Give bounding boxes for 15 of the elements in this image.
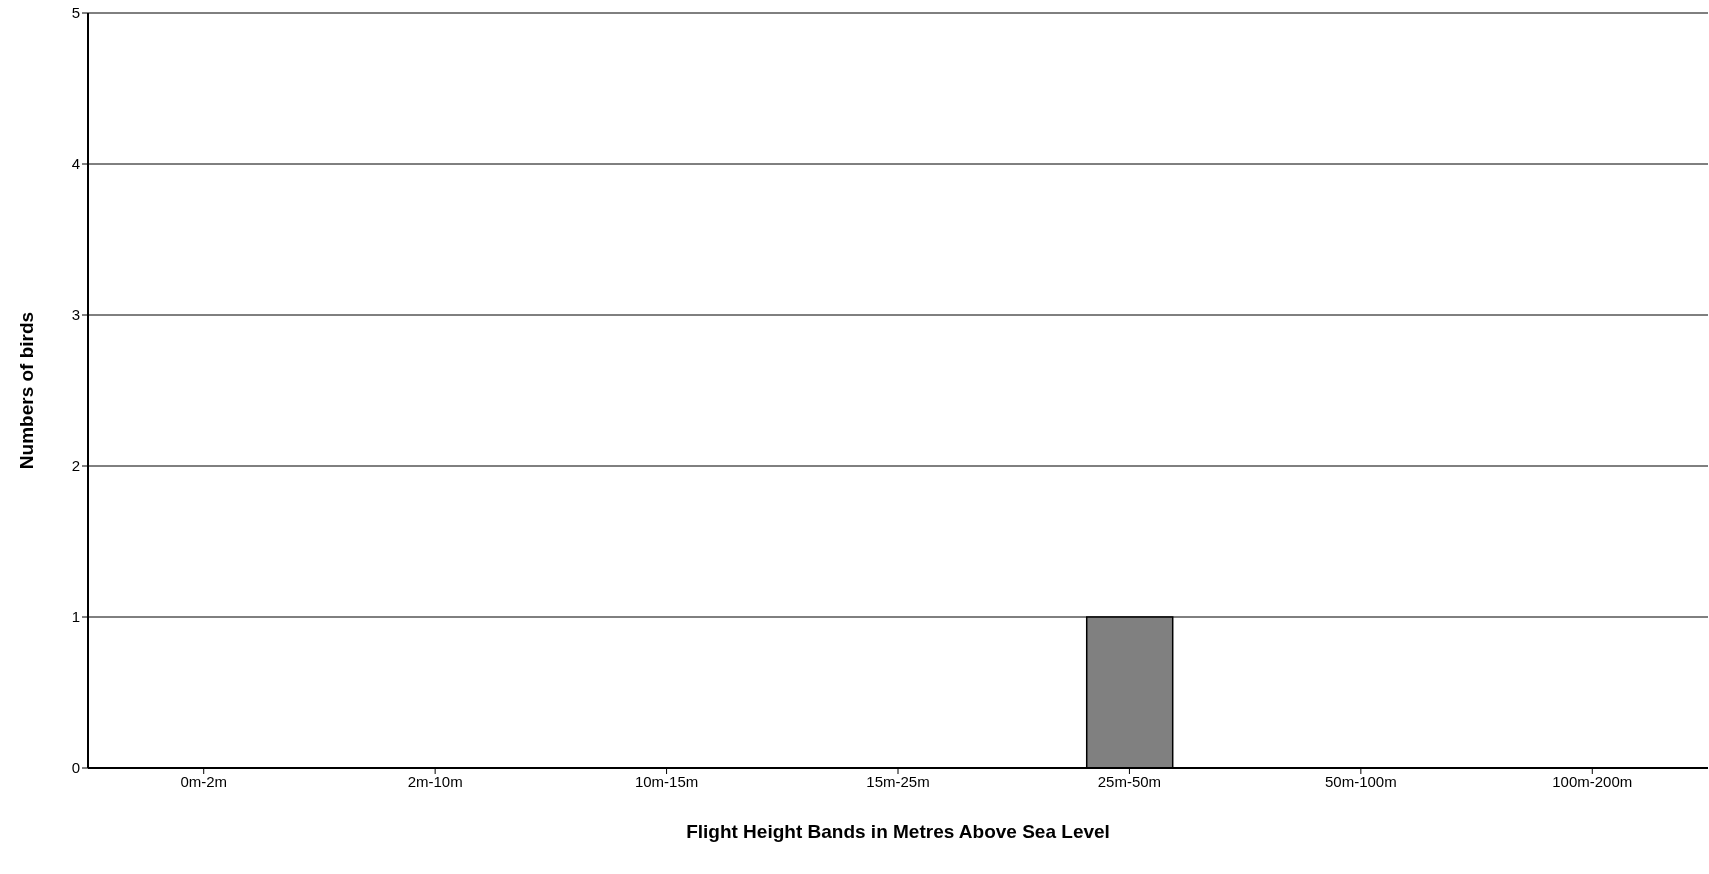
y-tick-label: 0 bbox=[71, 759, 80, 777]
x-axis-title: Flight Height Bands in Metres Above Sea Level bbox=[686, 821, 1110, 842]
y-tick-label: 4 bbox=[71, 155, 80, 173]
y-tick-label: 5 bbox=[71, 4, 80, 22]
y-axis-title: Numbers of birds bbox=[15, 311, 37, 470]
y-tick-label: 2 bbox=[71, 457, 80, 475]
x-tick-label: 50m-100m bbox=[1325, 772, 1397, 790]
y-tick-label: 3 bbox=[71, 306, 80, 324]
x-tick-label: 100m-200m bbox=[1552, 772, 1633, 790]
x-tick-label: 25m-50m bbox=[1097, 772, 1162, 790]
y-tick-label: 1 bbox=[71, 608, 80, 626]
x-tick-label: 2m-10m bbox=[407, 772, 463, 790]
x-tick-label: 15m-25m bbox=[866, 772, 930, 790]
x-tick-label: 0m-2m bbox=[180, 772, 228, 790]
x-tick-label: 10m-15m bbox=[634, 772, 699, 790]
